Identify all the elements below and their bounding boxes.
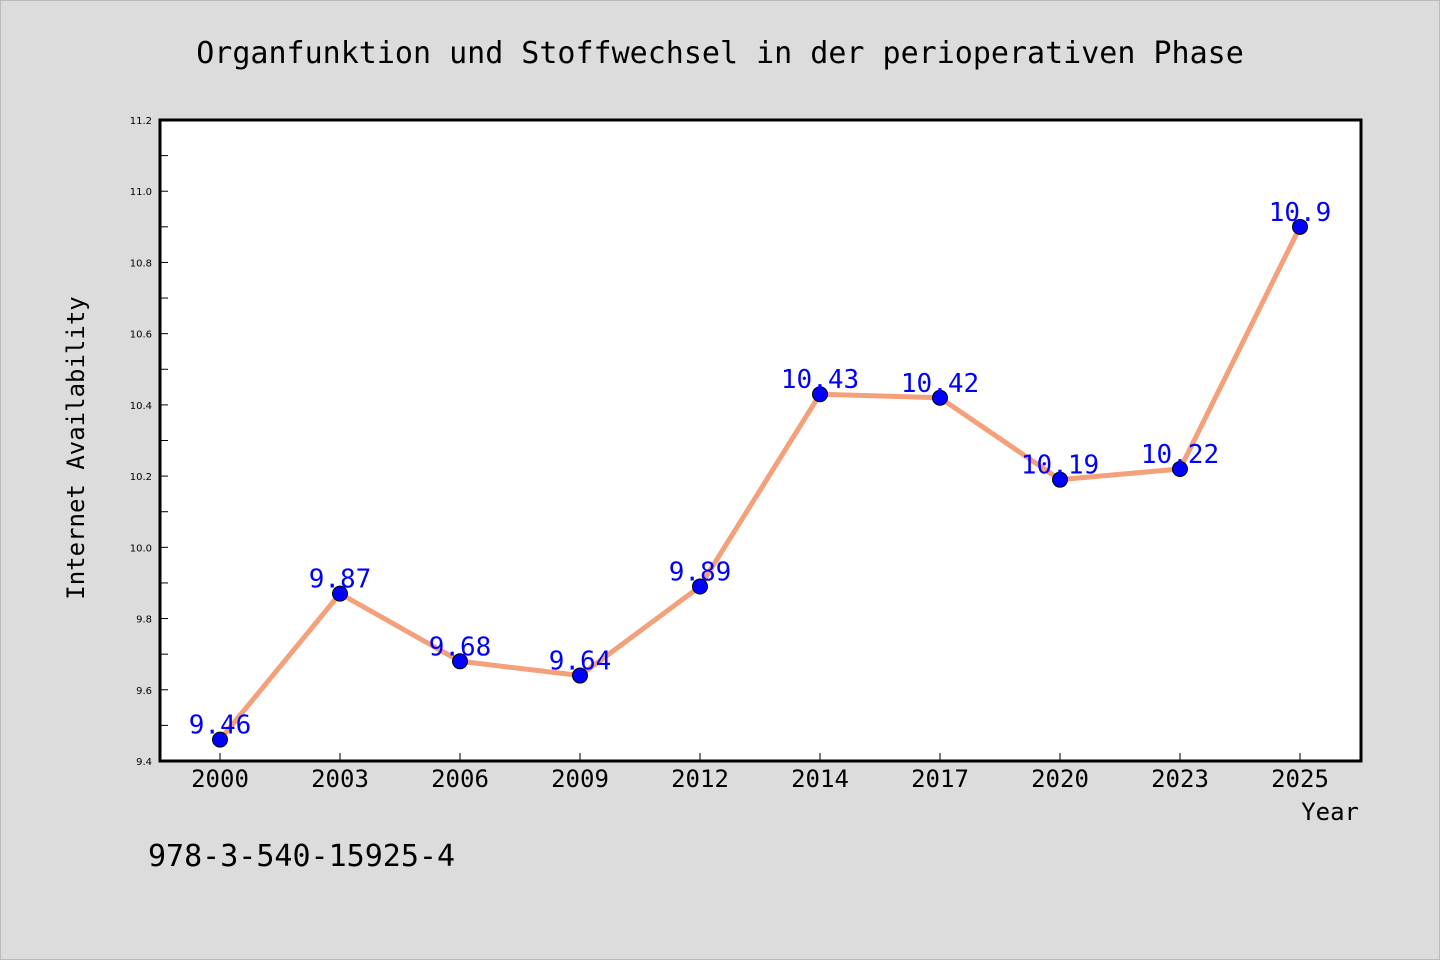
- y-tick-label: 11.0: [130, 187, 152, 198]
- y-tick-label: 9.6: [136, 686, 152, 697]
- y-axis-ticks: 9.4 9.6 9.8 10.0 10.2 10.4 10.6 10.8 11.0 11.2: [130, 116, 168, 768]
- series-group: 9.46 9.87 9.68 9.64 9.89 10.43 10.42 10.19 10.22…: [189, 198, 1332, 748]
- x-tick-label: 2014: [791, 765, 849, 793]
- y-tick-label: 10.8: [130, 258, 152, 269]
- y-tick-label: 10.6: [130, 330, 152, 341]
- data-label: 9.87: [309, 565, 372, 595]
- x-tick-label: 2023: [1151, 765, 1209, 793]
- plot-area: [158, 118, 1363, 763]
- data-point: [1292, 218, 1308, 235]
- chart-title: Organfunktion und Stoffwechsel in der pe…: [196, 36, 1244, 71]
- x-tick-label: 2020: [1031, 765, 1089, 793]
- x-tick-label: 2006: [431, 765, 489, 793]
- x-tick-label: 2012: [671, 765, 729, 793]
- x-tick-label: 2000: [191, 765, 249, 793]
- data-label: 9.46: [189, 711, 252, 741]
- x-axis-ticks: 2000 2003 2006 2009 2012 2014 2017 2020 2023 2025: [191, 753, 1329, 793]
- x-axis-label: Year: [1301, 798, 1359, 826]
- data-point: [1172, 460, 1188, 477]
- data-label: 10.22: [1141, 440, 1219, 470]
- data-label: 9.64: [549, 647, 612, 677]
- y-tick-label: 9.4: [136, 757, 152, 768]
- series-line: [218, 225, 1303, 742]
- x-tick-label: 2003: [311, 765, 369, 793]
- data-point: [932, 389, 948, 406]
- x-tick-label: 2017: [911, 765, 969, 793]
- data-label: 10.9: [1269, 198, 1332, 228]
- footer-code: 978-3-540-15925-4: [148, 839, 455, 874]
- y-tick-label: 10.0: [130, 543, 152, 554]
- data-label: 9.68: [429, 632, 492, 662]
- data-point: [452, 653, 468, 670]
- data-point: [692, 578, 708, 595]
- data-point: [332, 585, 348, 602]
- y-axis-label: Internet Availability: [62, 296, 90, 599]
- x-tick-label: 2009: [551, 765, 609, 793]
- y-tick-label: 11.2: [130, 116, 152, 127]
- x-tick-label: 2025: [1271, 765, 1329, 793]
- y-tick-label: 10.2: [130, 472, 152, 483]
- y-tick-label: 10.4: [130, 401, 152, 412]
- data-point: [812, 386, 828, 403]
- data-point: [572, 667, 588, 684]
- data-label: 10.19: [1021, 451, 1099, 481]
- data-label: 10.42: [901, 369, 979, 399]
- data-point: [1052, 471, 1068, 488]
- data-point: [212, 731, 228, 748]
- data-label: 10.43: [781, 365, 859, 395]
- data-label: 9.89: [669, 558, 732, 588]
- y-tick-label: 9.8: [136, 615, 152, 626]
